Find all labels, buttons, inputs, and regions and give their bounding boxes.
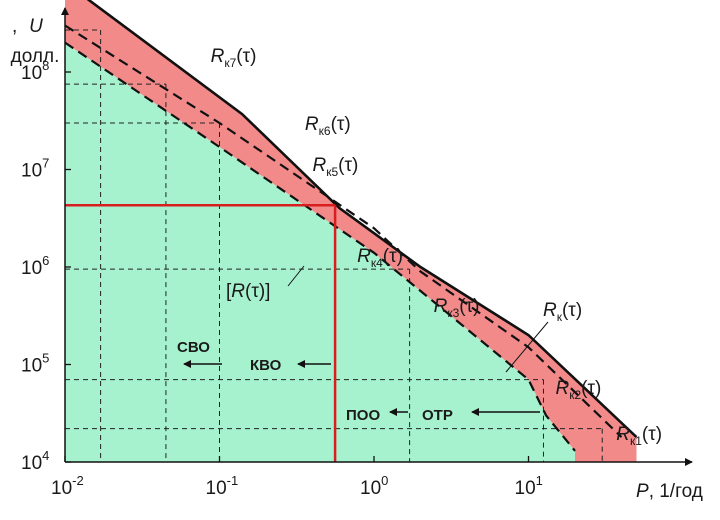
x-axis-unit: , 1/год [649, 481, 703, 502]
y-axis-unit: долл. [11, 46, 60, 67]
curve-label-k2: Rк2(τ) [555, 378, 601, 402]
y-tick-label-0: 104 [21, 448, 49, 474]
lower-curve [64, 41, 576, 452]
axes: 10-2 10-1 100 101 104 105 106 107 108 [21, 7, 693, 499]
curve-labels: Rк7(τ) Rк6(τ) Rк5(τ) Rк4(τ) Rк3(τ) Rк2(τ) Rк1(… [211, 46, 662, 448]
y-axis-var-comma: , [12, 16, 17, 37]
x-tick-label-1: 10-1 [206, 473, 239, 499]
y-axis-title: U , долл. [11, 16, 60, 67]
y-tick-label-4: 108 [21, 58, 49, 84]
x-tick-label-3: 101 [515, 473, 543, 499]
y-tick-label-2: 106 [21, 253, 49, 279]
zone-labels: СВО КВО ПОО ОТР [177, 339, 540, 424]
x-axis-title: P, 1/год [636, 481, 703, 502]
curve-label-k1: Rк1(τ) [616, 424, 662, 448]
x-tick-label-0: 10-2 [51, 473, 84, 499]
curve-label-k5: Rк5(τ) [313, 155, 359, 179]
safe-zone-area [65, 42, 575, 462]
lower-curve-name: [R(τ)] [226, 281, 270, 302]
lower-curve-leader [287, 265, 305, 287]
curve-label-k4: Rк4(τ) [357, 246, 403, 270]
red-guide-lines [65, 203, 337, 462]
x-axis-var: P [636, 481, 649, 502]
curve-label-k3: Rк3(τ) [434, 296, 480, 320]
y-axis-ticks: 104 105 106 107 108 [21, 58, 71, 474]
y-tick-label-1: 105 [21, 351, 49, 377]
zone-label-1: КВО [250, 357, 282, 374]
upper-curve-leader [505, 321, 549, 373]
x-tick-label-2: 100 [360, 473, 388, 499]
plot-area [64, 0, 638, 462]
svg-text:P, 1/год: P, 1/год [636, 481, 703, 502]
y-axis-var: U [29, 16, 43, 37]
zone-label-0: СВО [177, 339, 210, 356]
curve-label-k7: Rк7(τ) [211, 46, 257, 70]
y-tick-label-3: 107 [21, 156, 49, 182]
curve-name-labels: Rк(τ) [R(τ)] [226, 265, 582, 373]
upper-curve-name: Rк(τ) [543, 300, 582, 324]
x-axis-ticks: 10-2 10-1 100 101 [51, 456, 543, 499]
upper-curve [86, 0, 638, 439]
curve-label-k6: Rк6(τ) [305, 114, 351, 138]
zone-label-2: ПОО [346, 407, 380, 424]
zone-label-3: ОТР [422, 407, 453, 424]
